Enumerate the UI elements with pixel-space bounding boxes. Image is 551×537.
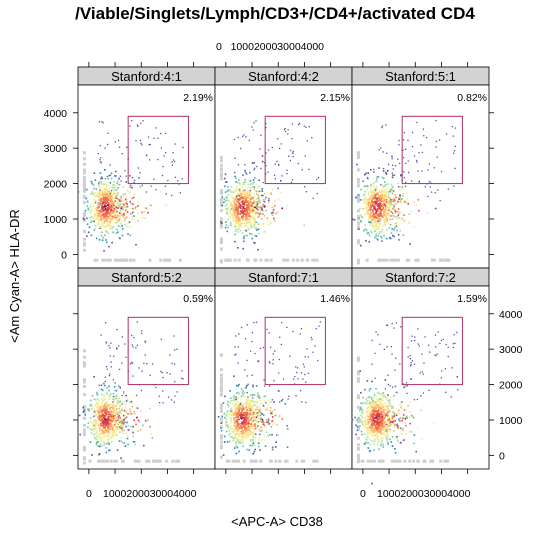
gate-percent: 2.15% — [320, 92, 350, 104]
gate-rectangle — [127, 316, 189, 386]
panel-strip-label: Stanford:5:2 — [111, 270, 182, 285]
gate-percent: 0.82% — [457, 92, 487, 104]
gate-rectangle — [264, 115, 326, 185]
gate-rectangle — [264, 316, 326, 386]
gate-percent: 1.59% — [457, 293, 487, 305]
panel-grid: Stanford:4:12.19%Stanford:4:22.15%Stanfo… — [77, 66, 490, 485]
boundary-events — [219, 353, 319, 463]
panel-plot-area — [351, 84, 490, 269]
y-tick-label: 3000 — [499, 344, 523, 356]
top-x-tick-labels: 0 1000200030004000 — [216, 41, 324, 53]
gate-rectangle — [401, 316, 463, 386]
y-tick-label: 1000 — [499, 415, 523, 427]
gate-percent: 2.19% — [183, 92, 213, 104]
chart-title: /Viable/Singlets/Lymph/CD3+/CD4+/activat… — [75, 4, 475, 23]
panel-strip-label: Stanford:7:2 — [385, 270, 456, 285]
panel-strip-label: Stanford:7:1 — [248, 270, 319, 285]
y-tick-label: 4000 — [499, 309, 523, 321]
density-points — [352, 119, 456, 247]
panel-stanford-5-2: Stanford:5:20.59% — [77, 267, 216, 470]
gate-rectangle — [401, 115, 463, 185]
y-tick-label: 0 — [61, 249, 67, 261]
boundary-events — [82, 349, 180, 465]
y-tick-label: 1000 — [44, 214, 68, 226]
boundary-events — [82, 151, 182, 262]
panel-stanford-7-1: Stanford:7:11.46% — [214, 267, 353, 470]
axis-ticks: 0 0 1000 1000 2000 2000 3000 3000 4000 4000 0 0 — [44, 62, 523, 500]
density-points — [78, 321, 184, 459]
gate-rectangle — [127, 115, 189, 185]
boundary-events — [356, 356, 450, 464]
density-points — [217, 321, 321, 456]
y-tick-label: 0 — [499, 450, 505, 462]
panel-strip-label: Stanford:4:1 — [111, 69, 182, 84]
x-tick-zero: 0 — [86, 488, 92, 500]
y-tick-label: 4000 — [44, 108, 68, 120]
density-points — [351, 322, 459, 485]
y-tick-label: 2000 — [499, 380, 523, 392]
gate-percent: 1.46% — [320, 293, 350, 305]
bottom-x-tick-labels-col1: 1000200030004000 — [103, 488, 197, 500]
x-axis-label: <APC-A> CD38 — [231, 514, 323, 529]
panel-stanford-7-2: Stanford:7:21.59% — [351, 267, 490, 485]
panel-stanford-5-1: Stanford:5:10.82% — [351, 66, 490, 269]
panel-plot-area — [214, 84, 353, 269]
panel-stanford-4-1: Stanford:4:12.19% — [77, 66, 216, 269]
panel-plot-area — [351, 285, 490, 470]
panel-plot-area — [77, 84, 216, 269]
density-points — [220, 120, 320, 251]
panel-strip-label: Stanford:4:2 — [248, 69, 319, 84]
gate-percent: 0.59% — [183, 293, 213, 305]
y-tick-label: 2000 — [44, 179, 68, 191]
y-tick-label: 3000 — [44, 143, 68, 155]
density-points — [77, 119, 184, 252]
x-tick-zero: 0 — [360, 488, 366, 500]
bottom-x-tick-labels-col3: 1000200030004000 — [377, 488, 471, 500]
boundary-events — [356, 151, 451, 265]
panel-stanford-4-2: Stanford:4:22.15% — [214, 66, 353, 269]
boundary-events — [219, 156, 319, 264]
panel-strip-label: Stanford:5:1 — [385, 69, 456, 84]
y-axis-label: <Am Cyan-A> HLA-DR — [7, 209, 22, 343]
